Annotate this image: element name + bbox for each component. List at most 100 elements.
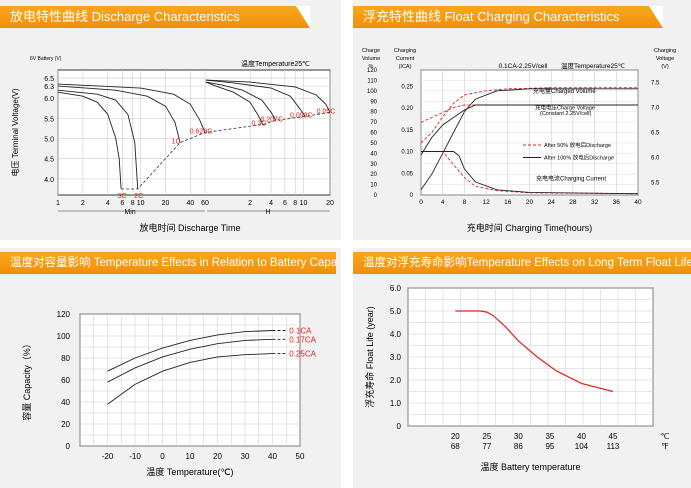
charging-current-tick: 0.10 (401, 150, 413, 156)
x-tick-label: 32 (591, 199, 599, 206)
x-tick-label: 24 (548, 199, 556, 206)
capacity-panel: 温度对容量影响 Temperature Effects in Relation … (0, 248, 341, 488)
x-tick-label: 12 (482, 199, 490, 206)
charge-volume-axis-title: Charge (362, 48, 380, 54)
charging-voltage-tick: 7.5 (651, 81, 660, 87)
float-banner-title: 浮充特性曲线 Float Charging Characteristics (363, 9, 620, 24)
min-label: Min (124, 209, 135, 216)
charge-volume-tick: 0 (374, 193, 378, 199)
x-axis-title: 充电时间 Charging Time(hours) (467, 222, 593, 233)
x-axis-title: 温度 Battery temperature (480, 461, 580, 472)
y-tick-label: 80 (61, 354, 70, 363)
x-tick-label: 4 (269, 200, 273, 207)
cutoff-voltage-curve (121, 111, 331, 190)
x-tick-label: 4 (441, 199, 445, 206)
legend-label: After 100% 放电后Discharge (544, 154, 614, 162)
y-axis-title: 浮充寿命 Float Life (year) (364, 306, 375, 408)
capacity-banner: 温度对容量影响 Temperature Effects in Relation … (0, 252, 336, 274)
temperature-note: 温度Temperature25℃ (241, 59, 310, 68)
x-tick-label-fahrenheit: 104 (575, 442, 589, 451)
float-chart: 0 4 8 12 16 20 24 28 32 36 40120110100908070605040… (362, 48, 676, 233)
float-curve (420, 104, 638, 123)
x-tick-label-fahrenheit: 95 (545, 442, 554, 451)
x-tick-label: 6 (283, 200, 287, 207)
capacity-chart: 120 100 80 60 40 20 0 -20 -10 0 10 20 30 40 50 温度 Tempe… (21, 310, 317, 477)
x-tick-label: 2 (81, 200, 85, 207)
y-tick-label: 1.0 (390, 399, 402, 408)
x-tick-label-celsius: 45 (609, 432, 618, 441)
y-tick-label: 5.5 (44, 116, 54, 123)
float-curve (421, 151, 639, 195)
life-banner: 温度对浮充寿命影响Temperature Effects on Long Ter… (353, 252, 691, 274)
charge-volume-tick: 70 (370, 120, 377, 126)
charging-current-tick: 0 (410, 193, 414, 199)
float-curve (420, 87, 638, 144)
charge-volume-tick: 40 (370, 151, 377, 157)
y-unit-label: 6V Battery (V) (30, 56, 62, 62)
x-tick-label: 16 (504, 199, 512, 206)
series-label: 0.1CA (289, 327, 312, 336)
x-tick-label: 4 (106, 200, 110, 207)
y-tick-label: 4.5 (44, 157, 54, 164)
charge-volume-tick: 90 (370, 99, 377, 105)
x-tick-label: 50 (296, 452, 305, 461)
x-tick-label: -10 (129, 452, 141, 461)
y-axis-title: 容量 Capacity（%） (21, 339, 32, 421)
capacity-curve (107, 330, 273, 372)
x-tick-label: 6 (120, 200, 124, 207)
x-tick-label-fahrenheit: 113 (607, 442, 620, 451)
y-tick-label: 60 (61, 376, 70, 385)
charge-volume-tick: 100 (367, 89, 378, 95)
charging-current-tick: 0.25 (401, 84, 413, 90)
capacity-banner-title: 温度对容量影响 Temperature Effects in Relation … (10, 257, 336, 269)
charge-volume-tick: 60 (370, 131, 377, 137)
y-tick-label: 3.0 (390, 353, 402, 362)
x-tick-label: 60 (201, 200, 209, 207)
discharge-curve (205, 81, 264, 125)
charging-voltage-tick: 7.0 (651, 106, 660, 112)
charging-voltage-tick: 6.5 (651, 131, 660, 137)
x-tick-label-fahrenheit: 68 (451, 442, 460, 451)
h-label: H (265, 209, 270, 216)
float-panel: 浮充特性曲线 Float Charging Characteristics 0 4… (353, 0, 691, 240)
x-tick-label: 20 (162, 200, 170, 207)
celsius-unit: ℃ (661, 432, 670, 441)
y-tick-label: 4.0 (44, 177, 54, 184)
x-tick-label: 20 (526, 199, 534, 206)
x-tick-label-celsius: 25 (482, 432, 491, 441)
charging-current-tick: 0.20 (401, 106, 413, 112)
x-tick-label-celsius: 30 (514, 432, 523, 441)
life-panel: 温度对浮充寿命影响Temperature Effects on Long Ter… (353, 248, 691, 488)
x-tick-label: 8 (131, 200, 135, 207)
float-curve (420, 104, 638, 156)
discharge-curve (57, 91, 122, 190)
y-tick-label: 6.3 (44, 84, 54, 91)
discharge-curve (57, 89, 139, 190)
x-tick-label: 10 (137, 200, 145, 207)
charge-volume-tick: 20 (370, 172, 377, 178)
y-tick-label: 120 (57, 310, 71, 319)
x-tick-label: 40 (634, 199, 642, 206)
charging-current-tick: 0.05 (401, 171, 413, 177)
y-tick-label: 40 (61, 398, 70, 407)
float-curve (421, 151, 639, 195)
x-tick-label: 20 (326, 200, 334, 207)
x-tick-label: 0 (160, 452, 165, 461)
temperature-note: 温度Temperature25℃ (561, 61, 626, 70)
curve-label: 充电电流Charging Current (536, 174, 606, 182)
series-label: 0.17CA (289, 335, 316, 344)
charge-volume-axis-title: % (369, 64, 374, 70)
discharge-curve (57, 85, 181, 143)
x-tick-label: 2 (248, 200, 252, 207)
series-label: 1C (172, 139, 181, 146)
x-tick-label: 8 (463, 199, 467, 206)
charging-voltage-tick: 6.0 (651, 156, 660, 162)
charge-volume-tick: 120 (367, 68, 378, 74)
series-label: 3C (118, 193, 127, 200)
x-tick-label: 1 (56, 200, 60, 207)
y-tick-label: 4.0 (390, 330, 402, 339)
curve-label: 充电量Charged Volume (533, 87, 596, 95)
x-tick-label-celsius: 40 (577, 432, 586, 441)
capacity-curve (107, 353, 273, 405)
